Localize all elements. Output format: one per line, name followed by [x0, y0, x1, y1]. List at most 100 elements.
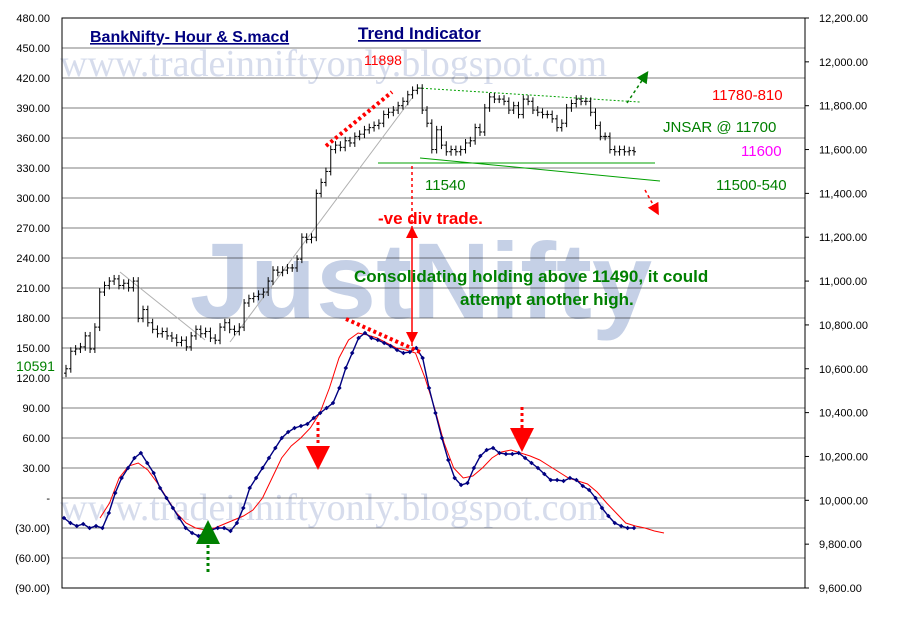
left-tick-label: 90.00 [22, 403, 50, 415]
plot-frame [61, 17, 806, 589]
smacd-point [510, 451, 515, 457]
smacd-point [529, 460, 534, 466]
annotation-11780-810: 11780-810 [712, 87, 783, 104]
smacd-point [305, 421, 310, 427]
annotation-jnsar: JNSAR @ 11700 [663, 119, 776, 136]
right-tick-label: 9,600.00 [819, 583, 862, 595]
watermark-bottom: www.tradeinniftyonly.blogspot.com [60, 487, 607, 529]
smacd-point [394, 347, 400, 353]
smacd-point [446, 457, 451, 463]
trendline-falling [119, 271, 206, 341]
smacd-point [337, 385, 342, 391]
left-tick-label: 420.00 [16, 73, 50, 85]
smacd-point [478, 453, 483, 459]
trendline-lower [419, 157, 661, 182]
smacd-point [266, 455, 272, 461]
right-tick-label: 11,000.00 [819, 276, 867, 288]
smacd-point [554, 477, 560, 483]
left-tick-label: 30.00 [22, 463, 50, 475]
smacd-point [349, 350, 355, 356]
left-tick-label: 270.00 [16, 223, 50, 235]
right-axis-ticks: 12,200.00 12,000.00 11,800.00 11,600.00 11,4… [805, 13, 868, 595]
annotation-10591: 10591 [16, 358, 55, 374]
smacd-point [375, 337, 381, 343]
left-tick-label: 300.00 [16, 193, 50, 205]
smacd-point [522, 455, 528, 461]
left-tick-label: 450.00 [16, 43, 50, 55]
smacd-point [170, 505, 176, 511]
smacd-point [458, 482, 464, 488]
left-tick-label: (60.00) [15, 553, 50, 565]
smacd-point [401, 350, 406, 356]
smacd-point [369, 335, 374, 341]
red-dotted-price-divergence [324, 90, 394, 148]
left-tick-label: 390.00 [16, 103, 50, 115]
annotation-consolidating-line1: Consolidating holding above 11490, it co… [354, 267, 708, 286]
smacd-point [388, 343, 393, 349]
smacd-point [542, 471, 547, 477]
smacd-point [273, 445, 278, 451]
annotation-11898: 11898 [364, 52, 402, 68]
smacd-point [618, 523, 624, 529]
smacd-point [625, 525, 630, 531]
right-tick-label: 11,600.00 [819, 145, 867, 157]
smacd-point [413, 345, 419, 351]
smacd-point [574, 477, 579, 483]
smacd-point [292, 425, 297, 431]
left-tick-label: 240.00 [16, 253, 50, 265]
right-tick-label: 12,200.00 [819, 13, 868, 25]
right-tick-label: 10,800.00 [819, 320, 868, 332]
watermark-layer: www.tradeinniftyonly.blogspot.com JustNi… [60, 43, 652, 529]
right-tick-label: 10,000.00 [819, 495, 868, 507]
smacd-point [202, 530, 208, 536]
right-tick-label: 10,200.00 [819, 451, 868, 463]
red-dotted-macd-divergence [345, 317, 421, 354]
left-tick-label: 180.00 [16, 313, 50, 325]
left-tick-label: 120.00 [16, 373, 50, 385]
left-tick-label: 150.00 [16, 343, 50, 355]
right-tick-label: 12,000.00 [819, 57, 868, 69]
smacd-point [330, 400, 336, 406]
left-tick-label: 360.00 [16, 133, 50, 145]
smacd-point [606, 513, 611, 519]
smacd-point [298, 423, 304, 429]
watermark-top: www.tradeinniftyonly.blogspot.com [60, 43, 607, 85]
left-tick-label: (90.00) [15, 583, 50, 595]
smacd-point [490, 445, 496, 451]
smacd-point [106, 510, 112, 516]
smacd-point [548, 477, 554, 483]
smacd-point [535, 465, 541, 471]
chart-subtitle: Trend Indicator [358, 24, 481, 43]
green-arrow-breakout [626, 71, 649, 104]
left-tick-label: 60.00 [22, 433, 50, 445]
smacd-point [452, 475, 457, 481]
trendline-rising [229, 97, 413, 343]
smacd-point [196, 533, 201, 539]
smacd-point [561, 478, 566, 484]
smacd-point [465, 480, 470, 486]
smacd-point [362, 330, 368, 336]
right-tick-label: 11,800.00 [819, 101, 867, 113]
smacd-point [260, 465, 265, 471]
smacd-point [567, 475, 573, 481]
smacd-point [439, 435, 445, 441]
smacd-point [356, 335, 361, 341]
left-tick-label: (30.00) [15, 523, 50, 535]
right-tick-label: 11,400.00 [819, 188, 867, 200]
left-tick-label: 210.00 [16, 283, 50, 295]
left-tick-label: 330.00 [16, 163, 50, 175]
smacd-point [343, 365, 349, 371]
smacd-point [324, 405, 329, 411]
smacd-point [484, 447, 489, 453]
watermark-center: JustNifty [190, 220, 652, 341]
trend-lines [119, 87, 661, 343]
smacd-point [317, 410, 323, 416]
smacd-point [311, 415, 317, 421]
smacd-point [381, 340, 387, 346]
smacd-point [285, 429, 291, 435]
right-tick-label: 9,800.00 [819, 539, 862, 551]
annotation-11540: 11540 [425, 177, 466, 194]
smacd-point [503, 451, 509, 457]
smacd-point [580, 483, 586, 489]
